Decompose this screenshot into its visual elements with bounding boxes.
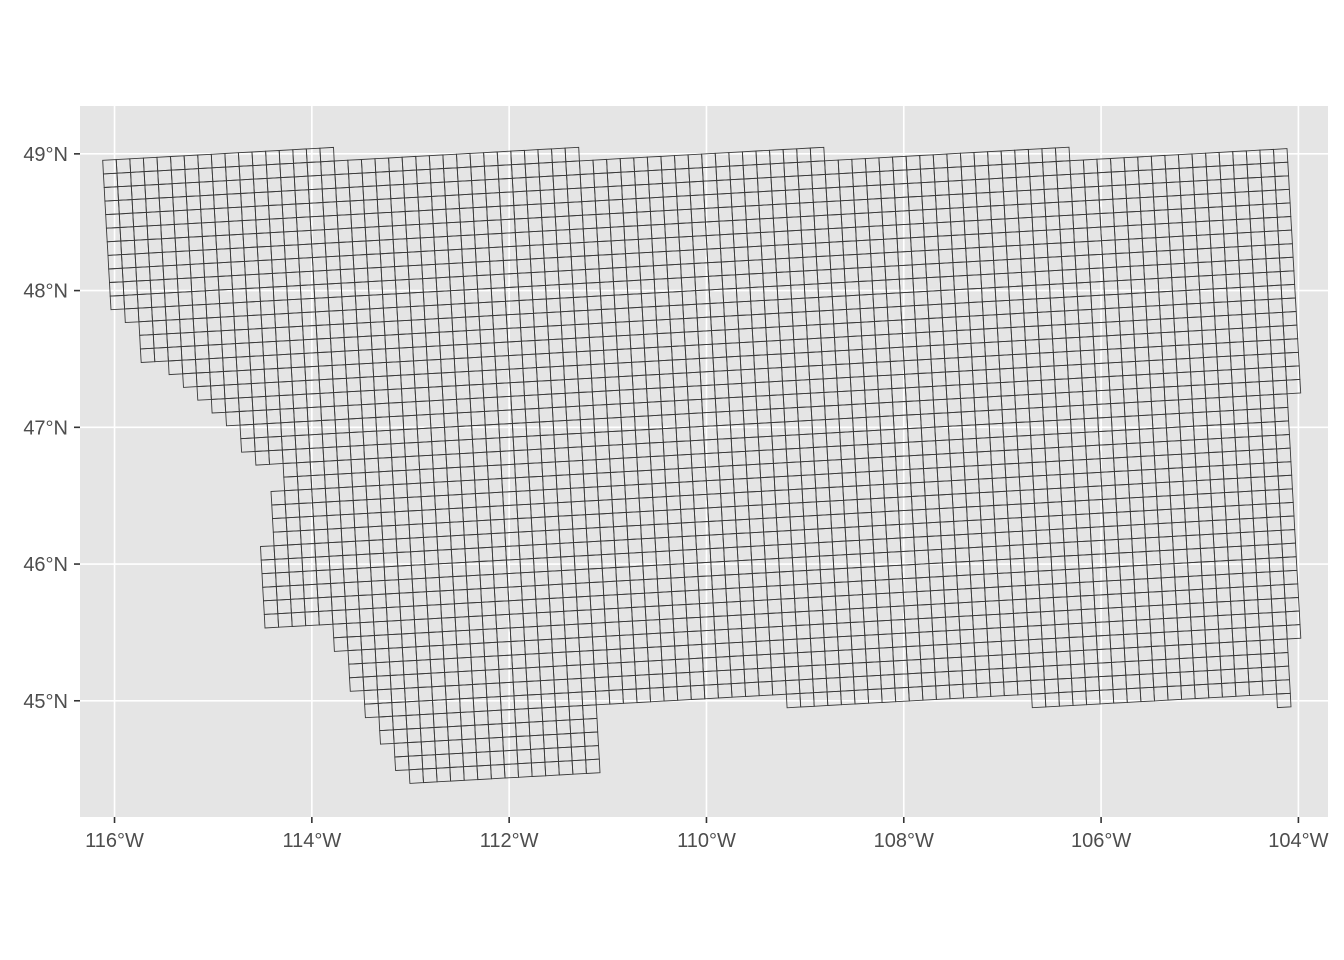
- grid-cell: [1285, 378, 1302, 395]
- grid-cells: [102, 146, 1302, 784]
- x-tick-label: 104°W: [1268, 830, 1328, 852]
- y-tick-label: 46°N: [23, 554, 68, 576]
- y-tick-label: 49°N: [23, 144, 68, 166]
- grid-cell: [1276, 692, 1292, 709]
- y-tick-label: 48°N: [23, 281, 68, 303]
- grid-cell: [1286, 624, 1302, 640]
- y-axis: 45°N 46°N 47°N 48°N 49°N: [23, 144, 80, 713]
- x-tick-label: 108°W: [874, 830, 934, 852]
- x-tick-label: 114°W: [282, 830, 341, 852]
- x-tick-label: 110°W: [677, 830, 736, 852]
- x-axis: 116°W 114°W 112°W 110°W 108°W 106°W 104°W: [85, 817, 1329, 852]
- x-tick-label: 112°W: [480, 830, 539, 852]
- y-tick-label: 47°N: [23, 417, 68, 439]
- x-tick-label: 106°W: [1071, 830, 1131, 852]
- grid-cell: [585, 758, 601, 774]
- y-tick-label: 45°N: [23, 691, 68, 713]
- x-tick-label: 116°W: [85, 830, 144, 852]
